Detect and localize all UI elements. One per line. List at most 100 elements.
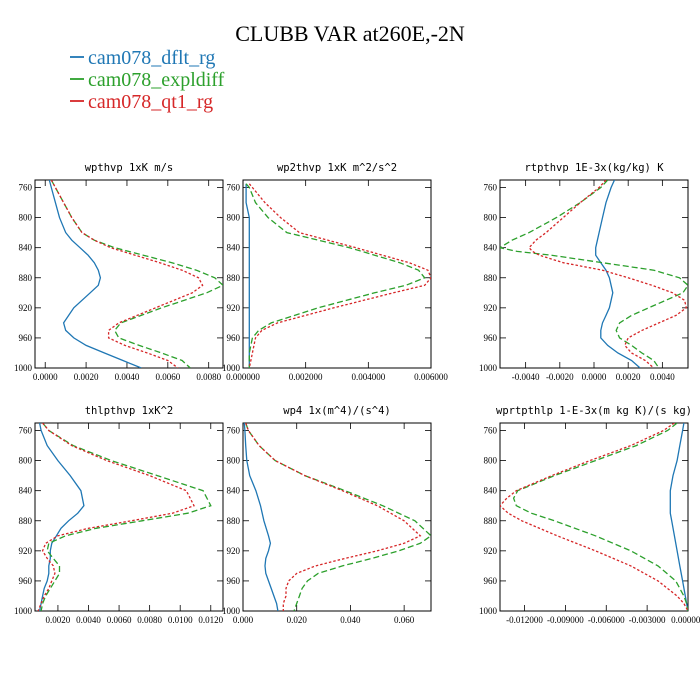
x-tick-label: 0.0040	[650, 372, 675, 382]
x-tick-label: 0.004000	[351, 372, 385, 382]
series-line-cam078_qt1_rg	[528, 180, 688, 368]
y-tick-label: 760	[227, 183, 241, 193]
y-tick-label: 1000	[222, 606, 241, 616]
x-tick-label: -0.0040	[512, 372, 540, 382]
y-tick-label: 760	[227, 426, 241, 436]
x-tick-label: 0.0020	[74, 372, 99, 382]
y-tick-label: 1000	[222, 363, 241, 373]
series-line-cam078_expldiff	[40, 423, 212, 611]
y-tick-label: 880	[227, 516, 241, 526]
x-tick-label: 0.020	[287, 615, 308, 625]
panel-2: wp2thvp 1xK m^2/s^2 760 800 840 880 920 960 100…	[222, 162, 448, 382]
y-tick-label: 760	[484, 183, 498, 193]
x-tick-label: -0.006000	[588, 615, 625, 625]
x-tick-label: 0.0040	[115, 372, 140, 382]
x-tick-label: -0.009000	[547, 615, 584, 625]
x-tick-label: 0.0080	[137, 615, 162, 625]
y-tick-label: 800	[19, 213, 33, 223]
y-tick-label: 880	[484, 273, 498, 283]
series-group	[245, 183, 431, 368]
x-tick-label: 0.0020	[46, 615, 71, 625]
panel-6: wprtpthlp 1-E-3x(m kg K)/(s kg) 760 800 840…	[479, 405, 700, 625]
panel-1: wpthvp 1xK m/s76080084088092096010000.00…	[14, 162, 224, 382]
panels-container: wpthvp 1xK m/s76080084088092096010000.00…	[14, 162, 700, 625]
plot-frame	[34, 422, 224, 612]
x-tick-label: 0.000000	[671, 615, 700, 625]
series-line-cam078_expldiff	[512, 423, 688, 611]
plot-frame	[242, 422, 432, 612]
legend-label-qt1: cam078_qt1_rg	[88, 91, 213, 113]
x-tick-label: 0.002000	[289, 372, 323, 382]
series-line-cam078_dflt_rg	[669, 423, 688, 611]
series-line-cam078_qt1_rg	[50, 180, 204, 368]
series-line-cam078_expldiff	[245, 423, 431, 611]
series-line-cam078_expldiff	[245, 183, 426, 368]
series-line-cam078_dflt_rg	[48, 180, 142, 368]
x-tick-label: 0.006000	[414, 372, 448, 382]
y-tick-label: 760	[484, 426, 498, 436]
y-tick-label: 800	[227, 456, 241, 466]
x-tick-label: 0.0100	[168, 615, 193, 625]
x-tick-label: 0.0060	[155, 372, 180, 382]
panel-title: wprtpthlp 1-E-3x(m kg K)/(s kg)	[496, 405, 692, 417]
y-tick-label: 880	[19, 516, 33, 526]
y-tick-label: 960	[19, 576, 33, 586]
y-tick-label: 760	[19, 183, 33, 193]
panel-title: rtpthvp 1E-3x(kg/kg) K	[524, 162, 664, 174]
y-tick-label: 920	[484, 303, 498, 313]
x-tick-label: -0.003000	[629, 615, 666, 625]
y-tick-label: 840	[19, 486, 33, 496]
y-tick-label: 920	[227, 546, 241, 556]
y-tick-label: 880	[19, 273, 33, 283]
x-tick-label: 0.0000	[33, 372, 58, 382]
y-tick-label: 920	[19, 546, 33, 556]
panel-5: wp4 1x(m^4)/(s^4)76080084088092096010000…	[222, 405, 432, 625]
plot-frame	[499, 422, 689, 612]
y-tick-label: 840	[484, 243, 498, 253]
x-tick-label: 0.0080	[196, 372, 221, 382]
y-tick-label: 1000	[14, 606, 33, 616]
x-tick-label: 0.0040	[76, 615, 101, 625]
panel-title: thlpthvp 1xK^2	[85, 405, 174, 417]
y-tick-label: 1000	[14, 363, 33, 373]
series-group	[48, 180, 223, 368]
series-line-cam078_qt1_rg	[37, 423, 195, 611]
series-group	[500, 180, 688, 368]
y-tick-label: 840	[227, 486, 241, 496]
x-tick-label: 0.0120	[198, 615, 223, 625]
x-tick-label: 0.0020	[616, 372, 641, 382]
x-tick-label: 0.0000	[582, 372, 607, 382]
y-tick-label: 960	[484, 333, 498, 343]
series-line-cam078_dflt_rg	[243, 423, 279, 611]
series-line-cam078_expldiff	[50, 180, 223, 368]
figure-title: CLUBB VAR at260E,-2N	[235, 21, 465, 46]
panel-title: wp4 1x(m^4)/(s^4)	[283, 405, 390, 417]
y-tick-label: 920	[484, 546, 498, 556]
plot-frame	[34, 179, 224, 369]
series-line-cam078_dflt_rg	[595, 180, 641, 368]
y-tick-label: 880	[227, 273, 241, 283]
y-tick-label: 800	[484, 456, 498, 466]
x-tick-label: -0.0020	[546, 372, 574, 382]
legend: cam078_dflt_rg cam078_expldiff cam078_qt…	[70, 47, 225, 113]
x-tick-label: -0.012000	[506, 615, 543, 625]
y-tick-label: 960	[227, 333, 241, 343]
x-tick-label: 0.000	[233, 615, 254, 625]
series-line-cam078_qt1_rg	[245, 423, 422, 611]
y-tick-label: 1000	[479, 363, 498, 373]
panel-3: rtpthvp 1E-3x(kg/kg) K 760 800 840 880 920 960…	[479, 162, 689, 382]
series-group	[243, 423, 431, 611]
panel-title: wp2thvp 1xK m^2/s^2	[277, 162, 397, 174]
series-line-cam078_dflt_rg	[245, 183, 250, 368]
y-tick-label: 800	[19, 456, 33, 466]
y-tick-label: 840	[484, 486, 498, 496]
y-tick-label: 920	[227, 303, 241, 313]
y-tick-label: 800	[484, 213, 498, 223]
series-group	[37, 423, 212, 611]
x-tick-label: 0.040	[340, 615, 361, 625]
y-tick-label: 960	[227, 576, 241, 586]
y-tick-label: 920	[19, 303, 33, 313]
plot-frame	[499, 179, 689, 369]
y-tick-label: 960	[484, 576, 498, 586]
